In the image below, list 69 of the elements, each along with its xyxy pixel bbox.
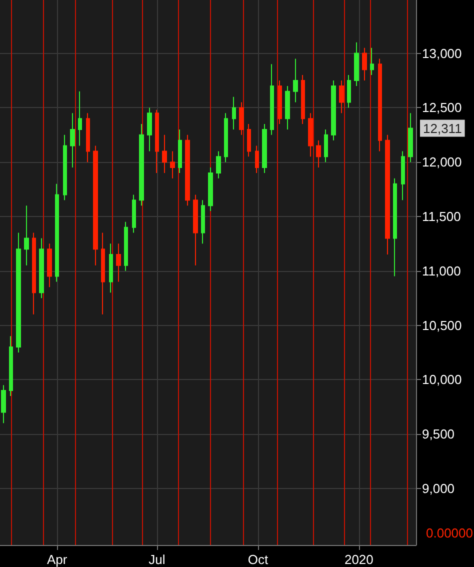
- y-tick-label: 11,000: [422, 263, 461, 278]
- x-tick-label: Apr: [46, 552, 68, 567]
- text: 12,311: [423, 120, 462, 136]
- candlestick: [9, 336, 13, 396]
- candlestick: [63, 134, 67, 201]
- candlestick: [232, 96, 236, 130]
- candlestick: [331, 80, 336, 141]
- candlestick: [408, 112, 413, 163]
- y-tick-label: 12,000: [422, 154, 462, 170]
- y-tick-label: 9,000: [422, 480, 455, 496]
- x-tick-label: Oct: [248, 552, 268, 567]
- candlestick: [308, 112, 313, 158]
- candlestick: [385, 134, 390, 256]
- candlestick: [347, 74, 351, 108]
- candlestick: [16, 232, 21, 353]
- x-tick-label: 2020: [344, 552, 374, 567]
- y-tick-label: 9,500: [422, 426, 455, 442]
- candlestick: [185, 134, 190, 206]
- x-tick-label: Jul: [148, 552, 166, 567]
- candlestick: [78, 90, 82, 146]
- candlestick: [162, 134, 167, 174]
- candlestick: [24, 205, 29, 266]
- y-tick-label: 11,500: [422, 208, 461, 224]
- candlestick: [362, 47, 367, 81]
- candlestick: [178, 128, 182, 174]
- candlestick: [316, 140, 321, 168]
- candlestick: [370, 47, 374, 76]
- y-tick-label: 10,000: [422, 372, 462, 388]
- candlestick: [224, 112, 228, 163]
- candlestick: [193, 194, 198, 266]
- candlestick: [47, 243, 52, 288]
- candlestick: [132, 194, 136, 234]
- candlestick: [139, 124, 144, 206]
- candlestick: [255, 145, 259, 174]
- candlestick: [278, 80, 282, 125]
- candlestick: [70, 112, 75, 168]
- candlestick: [401, 150, 405, 201]
- candlestick: [216, 150, 221, 179]
- candlestick: [293, 58, 298, 103]
- candlestick: [116, 243, 121, 282]
- candlestick: [39, 238, 44, 299]
- candlestick: [339, 80, 344, 114]
- candlestick: [270, 64, 274, 136]
- candlestick: [201, 200, 205, 244]
- candlestick: [208, 167, 213, 212]
- candlestick: [155, 109, 159, 174]
- candlestick: [247, 124, 251, 158]
- candlestick: [32, 232, 36, 315]
- y-tick-label: 12,500: [422, 100, 462, 116]
- candlestick: [55, 183, 59, 282]
- candlestick: [393, 178, 397, 277]
- candlestick: [262, 124, 267, 174]
- candlestick: [301, 74, 305, 125]
- candlestick: [378, 58, 382, 152]
- candlestick: [101, 232, 105, 315]
- candlestick: [124, 221, 128, 272]
- candlestick: [239, 102, 244, 136]
- candlestick: [147, 107, 152, 152]
- y-tick-label: 10,500: [422, 318, 462, 333]
- candlestick: [285, 85, 290, 130]
- y-tick-label: 13,000: [422, 46, 462, 61]
- candlestick: [109, 243, 113, 294]
- candlestick: [86, 112, 90, 163]
- candlestick: [354, 42, 359, 86]
- candlestick: [170, 150, 175, 179]
- candlestick: [1, 384, 6, 424]
- candlestick: [93, 145, 98, 266]
- text: 0.00000: [426, 526, 473, 540]
- candlestick: [324, 128, 328, 163]
